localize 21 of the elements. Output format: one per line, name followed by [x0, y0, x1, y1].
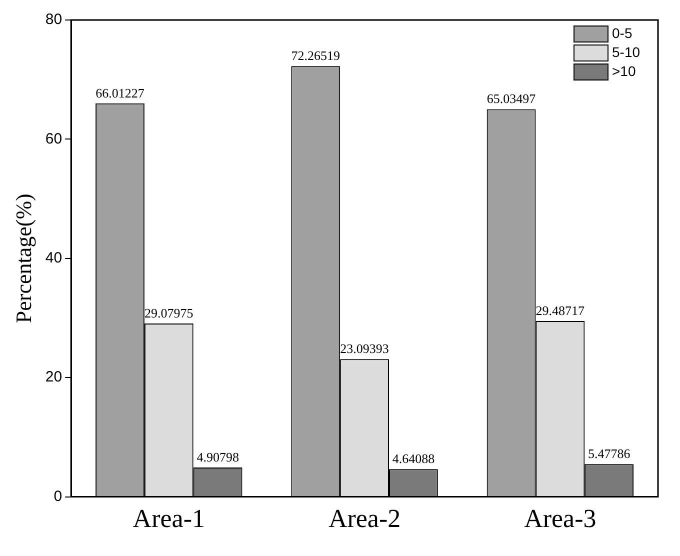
- legend-label: 0-5: [612, 24, 632, 41]
- y-tick-label: 40: [45, 250, 62, 267]
- legend-label: 5-10: [612, 44, 640, 60]
- data-label: 29.48717: [536, 302, 586, 318]
- x-tick-label: Area-1: [132, 504, 205, 534]
- data-label: 29.07975: [144, 305, 194, 320]
- data-label: 5.47786: [588, 446, 631, 462]
- x-tick-label: Area-2: [328, 504, 401, 534]
- data-label: 72.26519: [291, 48, 340, 64]
- y-tick-label: 80: [45, 11, 62, 28]
- y-tick-label: 60: [45, 130, 62, 148]
- y-tick-label: 0: [54, 488, 62, 505]
- y-axis-title: Percentage(%): [10, 194, 36, 324]
- data-label: 4.64088: [392, 451, 435, 466]
- legend-label: >10: [612, 62, 636, 79]
- data-label: 65.03497: [486, 91, 536, 106]
- data-label: 4.90798: [196, 449, 239, 464]
- data-label: 23.09393: [340, 341, 389, 356]
- data-label: 66.01227: [96, 85, 145, 100]
- y-tick-label: 20: [45, 368, 62, 386]
- x-tick-label: Area-3: [524, 504, 596, 534]
